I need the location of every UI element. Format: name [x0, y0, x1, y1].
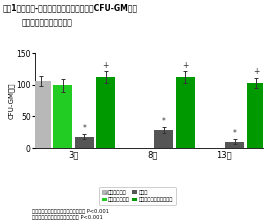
Text: ＊：コントロールに対して有意差あり P<0.001: ＊：コントロールに対して有意差あり P<0.001: [32, 209, 109, 214]
Legend: コントロール, クロレラ前投与, 前がん, クロレラ前投与＋前がん: コントロール, クロレラ前投与, 前がん, クロレラ前投与＋前がん: [99, 187, 176, 205]
Text: 『図1』好中球-マクロファージ前駆細胞（CFU-GM）の: 『図1』好中球-マクロファージ前駆細胞（CFU-GM）の: [3, 3, 138, 12]
Text: +: +: [253, 67, 259, 76]
Bar: [176, 77, 195, 148]
Text: *: *: [233, 129, 237, 138]
Text: *: *: [162, 117, 166, 126]
Bar: [154, 130, 173, 148]
Text: ＋：前がん群に対して有意差あり P<0.001: ＋：前がん群に対して有意差あり P<0.001: [32, 215, 103, 220]
Bar: [53, 85, 72, 148]
Bar: [96, 77, 116, 148]
Text: +: +: [103, 61, 109, 70]
Text: 増殖と分化に対する効果: 増殖と分化に対する効果: [21, 19, 72, 28]
Bar: [247, 83, 266, 148]
Text: +: +: [182, 61, 188, 70]
Bar: [75, 137, 94, 148]
Y-axis label: CFU-GM活性: CFU-GM活性: [8, 82, 15, 119]
Text: *: *: [82, 124, 86, 133]
Bar: [225, 142, 244, 148]
Bar: [32, 81, 51, 148]
